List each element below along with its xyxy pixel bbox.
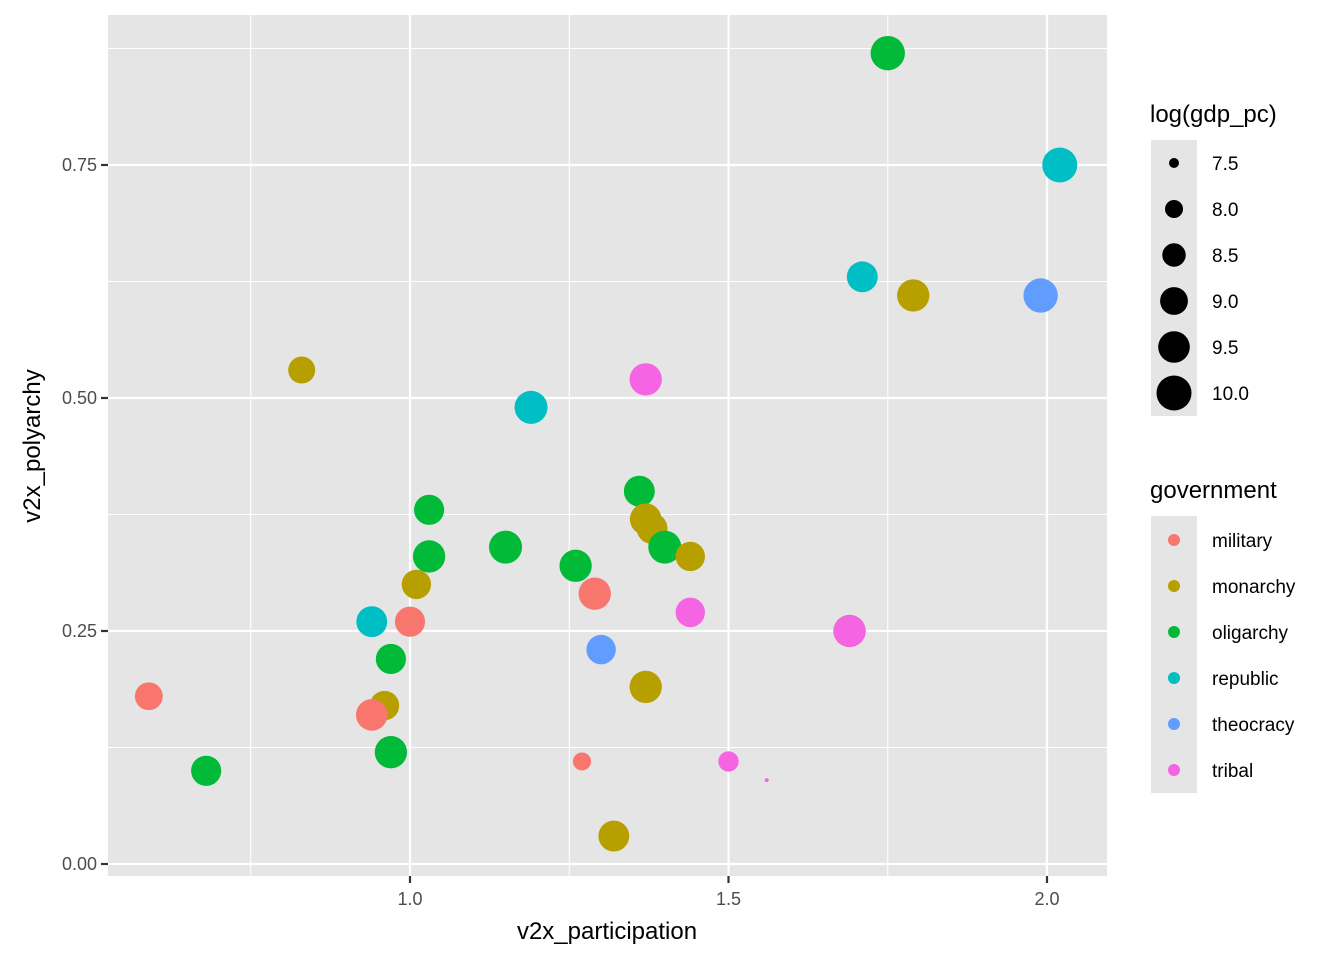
size-legend-key-icon xyxy=(1164,199,1184,219)
y-axis-tick-label: 0.50 xyxy=(62,388,97,408)
data-point-republic xyxy=(846,261,878,293)
data-point-tribal xyxy=(629,363,662,396)
data-point-theocracy xyxy=(1023,278,1058,313)
size-legend-key-icon xyxy=(1169,158,1179,168)
data-point-oligarchy xyxy=(374,735,408,769)
size-legend-label: 8.0 xyxy=(1212,200,1238,221)
color-legend-label: military xyxy=(1212,531,1273,552)
x-axis: 1.0 1.5 2.0 xyxy=(397,876,1060,909)
size-legend-label: 8.5 xyxy=(1212,246,1238,267)
y-axis-title: v2x_polyarchy xyxy=(19,369,46,522)
data-point-republic xyxy=(356,606,388,638)
y-axis-tick-label: 0.00 xyxy=(62,854,97,874)
data-point-tribal xyxy=(718,751,739,772)
x-axis-tick-label: 1.0 xyxy=(397,889,422,909)
data-point-oligarchy xyxy=(412,540,446,573)
x-axis-tick-label: 2.0 xyxy=(1034,889,1059,909)
data-point-oligarchy xyxy=(870,35,905,71)
color-legend-label: theocracy xyxy=(1212,715,1295,736)
data-point-monarchy xyxy=(401,569,432,600)
color-legend-key-background xyxy=(1151,516,1197,793)
y-axis: 0.00 0.25 0.50 0.75 xyxy=(62,155,108,874)
major-gridlines xyxy=(108,15,1107,876)
size-legend-key-icon xyxy=(1158,331,1190,363)
data-point-oligarchy xyxy=(648,530,682,564)
data-point-military xyxy=(134,682,163,711)
data-point-military xyxy=(394,606,426,637)
size-legend-label: 9.0 xyxy=(1212,292,1238,313)
size-legend: log(gdp_pc) 7.5 8.0 8.5 9.0 9.5 10.0 xyxy=(1150,101,1277,416)
color-legend-key-icon-republic xyxy=(1168,672,1180,684)
y-axis-tick-label: 0.25 xyxy=(62,621,97,641)
color-legend: government military monarchy oligarchy repu… xyxy=(1150,477,1296,793)
data-point-oligarchy xyxy=(191,755,222,786)
color-legend-items: military monarchy oligarchy republic theocra… xyxy=(1168,531,1296,782)
minor-gridlines xyxy=(108,15,1107,876)
data-point-monarchy xyxy=(675,541,705,572)
color-legend-key-icon-monarchy xyxy=(1168,580,1180,592)
plot-panel xyxy=(108,15,1107,876)
color-legend-label: monarchy xyxy=(1212,577,1296,598)
data-point-monarchy xyxy=(598,820,630,852)
data-point-republic xyxy=(1042,147,1078,183)
size-legend-key-icon xyxy=(1160,287,1188,315)
data-point-military xyxy=(355,699,388,731)
color-legend-label: tribal xyxy=(1212,761,1253,782)
data-point-monarchy xyxy=(629,670,662,704)
size-legend-key-background xyxy=(1151,140,1197,416)
data-point-oligarchy xyxy=(414,494,445,525)
color-legend-key-icon-military xyxy=(1168,534,1180,546)
size-legend-key-icon xyxy=(1162,243,1186,267)
size-legend-label: 7.5 xyxy=(1212,154,1238,175)
data-point-tribal xyxy=(764,778,769,783)
data-point-oligarchy xyxy=(559,549,592,582)
size-legend-items: 7.5 8.0 8.5 9.0 9.5 10.0 xyxy=(1156,154,1249,411)
data-point-oligarchy xyxy=(623,475,655,507)
color-legend-label: oligarchy xyxy=(1212,623,1289,644)
x-axis-title: v2x_participation xyxy=(517,918,697,945)
size-legend-title: log(gdp_pc) xyxy=(1150,101,1277,128)
color-legend-key-icon-tribal xyxy=(1168,764,1180,776)
data-point-tribal xyxy=(833,614,866,648)
data-point-tribal xyxy=(675,597,705,628)
color-legend-key-icon-theocracy xyxy=(1168,718,1180,730)
data-point-monarchy xyxy=(288,356,316,384)
panel-background xyxy=(108,15,1107,876)
size-legend-label: 9.5 xyxy=(1212,338,1238,359)
data-point-monarchy xyxy=(897,279,930,312)
x-axis-tick-label: 1.5 xyxy=(716,889,741,909)
data-point-oligarchy xyxy=(489,530,523,564)
data-points xyxy=(134,35,1078,852)
size-legend-key-icon xyxy=(1156,375,1192,411)
data-point-military xyxy=(572,752,592,771)
data-point-oligarchy xyxy=(375,643,406,675)
y-axis-tick-label: 0.75 xyxy=(62,155,97,175)
data-point-republic xyxy=(514,390,548,424)
data-point-military xyxy=(578,577,611,610)
color-legend-label: republic xyxy=(1212,669,1279,690)
data-point-theocracy xyxy=(586,634,616,665)
size-legend-label: 10.0 xyxy=(1212,384,1249,405)
color-legend-title: government xyxy=(1150,477,1277,504)
color-legend-key-icon-oligarchy xyxy=(1168,626,1180,638)
